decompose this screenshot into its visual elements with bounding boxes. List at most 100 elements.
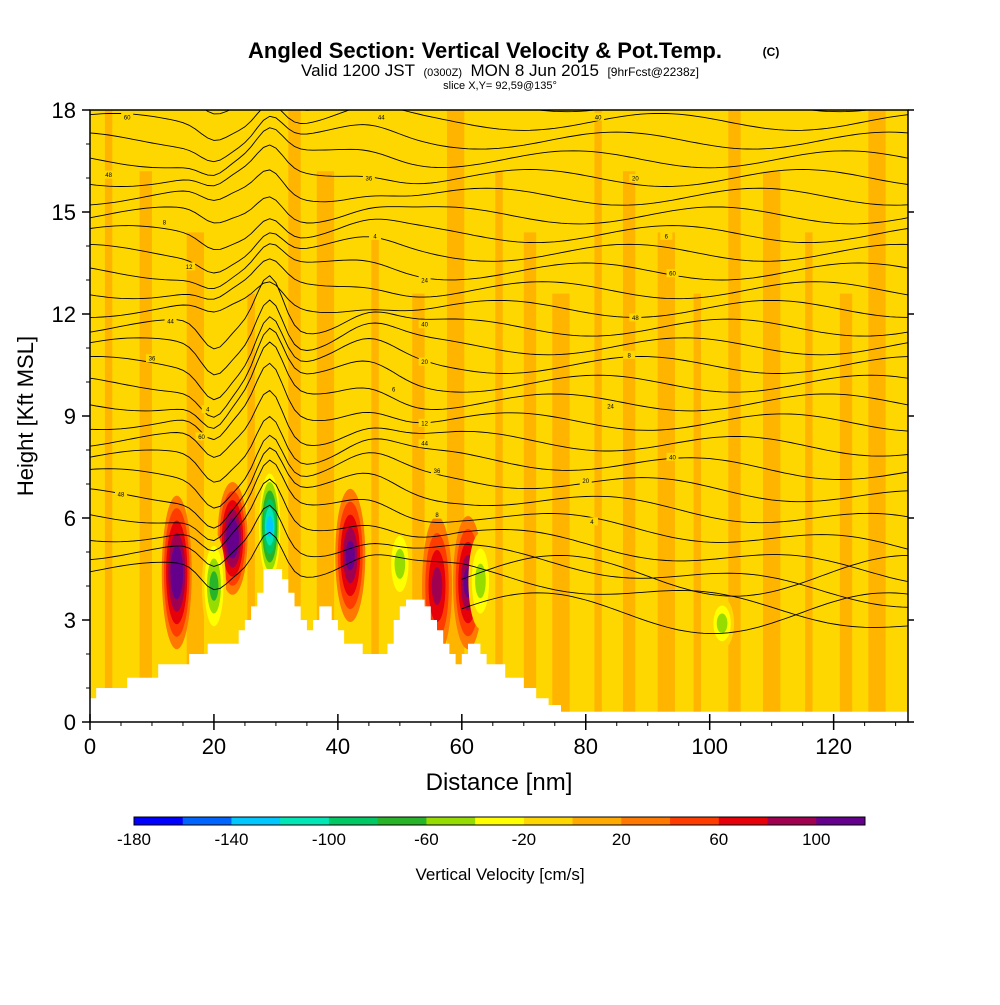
contour-label-bg: [121, 112, 134, 121]
weak-updraft-streak: [288, 110, 301, 716]
theta-contour-line: [90, 243, 908, 290]
contour-label-bg: [418, 357, 431, 366]
colorbar-segment: [523, 817, 574, 825]
colorbar-segment: [377, 817, 427, 825]
colorbar-segment: [572, 817, 622, 825]
weak-updraft-streak: [693, 293, 702, 716]
theta-contour-line: [90, 127, 908, 176]
colorbar-segment: [670, 817, 720, 825]
colorbar-segment: [621, 817, 671, 825]
theta-contour-line: [90, 341, 908, 429]
colorbar-segment: [134, 817, 184, 825]
chart-title-mark: (C): [763, 45, 780, 59]
updraft-core: [345, 540, 355, 571]
contour-label-bg: [418, 320, 431, 329]
theta-contour-line: [90, 327, 908, 418]
contour-label: 4: [206, 408, 210, 414]
y-tick-label: 9: [64, 404, 76, 429]
contour-label-bg: [362, 174, 375, 182]
theta-contour-line: [90, 196, 908, 225]
theta-contour-line: [90, 316, 908, 401]
weak-updraft-streak: [839, 293, 853, 716]
contour-label: 8: [435, 513, 439, 519]
chart-slice-info: slice X,Y= 92,59@135°: [443, 80, 557, 92]
contour-label: 48: [105, 173, 112, 179]
theta-contour-line: [90, 299, 908, 376]
contour-label-bg: [418, 439, 431, 448]
contour-label-bg: [660, 231, 673, 240]
contour-label-bg: [579, 476, 592, 485]
contour-label-bg: [418, 418, 431, 427]
weak-updraft-streak: [657, 232, 675, 716]
chart-title: Angled Section: Vertical Velocity & Pot.…: [248, 38, 722, 63]
y-tick-label: 6: [64, 506, 76, 531]
updraft-core: [228, 527, 237, 550]
contour-label: 44: [378, 115, 385, 121]
theta-contour-line: [90, 110, 908, 141]
contour-label-bg: [592, 112, 605, 121]
colorbar-tick-label: -180: [117, 830, 151, 849]
contour-label: 44: [167, 319, 174, 325]
contour-label-bg: [164, 316, 177, 325]
y-tick-label: 15: [52, 200, 76, 225]
colorbar: -180 -140 -100 -60 -20 20 60 100: [117, 816, 866, 849]
colorbar-segment: [328, 817, 379, 825]
theta-contour-line: [90, 434, 908, 509]
y-axis-label: Height [Kft MSL]: [13, 336, 38, 496]
theta-contour-line: [90, 459, 908, 550]
contour-label-bg: [431, 466, 444, 475]
y-tick-label: 0: [64, 710, 76, 735]
subtitle-date: MON 8 Jun 2015: [470, 61, 599, 80]
colorbar-tick-label: 60: [709, 830, 728, 849]
weak-updraft-streak: [139, 171, 152, 716]
contour-label: 24: [421, 279, 428, 285]
theta-contour-line: [90, 218, 908, 251]
theta-contour-line: [90, 478, 908, 583]
subtitle-run: [9hrFcst@2238z]: [607, 65, 699, 79]
x-tick-label: 40: [326, 734, 350, 759]
contour-label-bg: [369, 231, 382, 240]
contour-label: 4: [373, 234, 377, 240]
chart-subtitle: Valid 1200 JST (0300Z) MON 8 Jun 2015 [9…: [301, 61, 699, 80]
theta-contour-line: [90, 169, 908, 206]
contour-label: 44: [421, 442, 428, 448]
downdraft-core: [716, 613, 728, 634]
contour-label-bg: [102, 170, 115, 179]
contour-label: 6: [665, 234, 669, 240]
contour-label: 8: [163, 221, 167, 227]
contour-label: 48: [118, 493, 125, 499]
theta-contour-line: [90, 362, 908, 441]
theta-contour-line: [204, 110, 872, 115]
downdraft-core: [266, 516, 274, 537]
weak-updraft-streak: [104, 110, 113, 716]
colorbar-tick-label: -140: [214, 830, 248, 849]
x-axis-label: Distance [nm]: [426, 769, 573, 796]
contour-label-bg: [375, 112, 388, 121]
theta-contour-line: [90, 447, 908, 529]
colorbar-segment: [182, 817, 232, 825]
colorbar-segment: [767, 817, 817, 825]
colorbar-frame: [133, 816, 866, 826]
weak-updraft-streak: [594, 110, 602, 716]
weak-updraft-streak: [728, 110, 741, 716]
contour-label: 20: [632, 177, 639, 183]
theta-contour-line: [90, 281, 908, 318]
x-tick-label: 60: [450, 734, 474, 759]
weak-updraft-streak: [552, 293, 570, 716]
contour-label: 48: [632, 316, 639, 322]
theta-contour-line: [90, 389, 908, 458]
downdraft-core: [475, 563, 486, 599]
theta-contour-line: [90, 531, 908, 628]
x-tick-label: 100: [691, 734, 728, 759]
colorbar-tick-label: 100: [802, 830, 830, 849]
y-tick-label: 3: [64, 608, 76, 633]
contour-label-bg: [195, 432, 208, 441]
contour-label: 12: [186, 265, 193, 271]
contour-label: 36: [434, 469, 441, 475]
theta-contour-line: [90, 415, 908, 483]
weak-updraft-streak: [622, 171, 636, 716]
contour-label-bg: [585, 517, 598, 526]
contour-label-bg: [114, 490, 127, 499]
velocity-field: [90, 110, 908, 722]
